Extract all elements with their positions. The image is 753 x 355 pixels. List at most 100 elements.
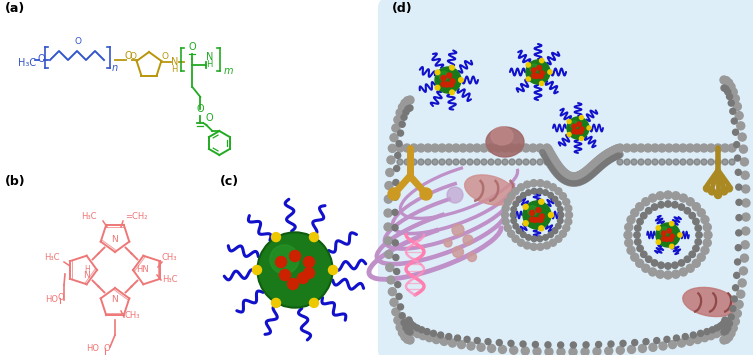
- Circle shape: [437, 332, 444, 338]
- Circle shape: [724, 79, 733, 87]
- Circle shape: [733, 103, 741, 110]
- Circle shape: [673, 335, 679, 341]
- Circle shape: [602, 151, 609, 158]
- Circle shape: [435, 85, 440, 90]
- Circle shape: [656, 270, 664, 278]
- Circle shape: [460, 159, 466, 165]
- Circle shape: [405, 106, 411, 112]
- Circle shape: [581, 348, 589, 355]
- Circle shape: [636, 259, 644, 267]
- Circle shape: [418, 159, 424, 165]
- Circle shape: [571, 181, 576, 186]
- Circle shape: [605, 347, 613, 355]
- Circle shape: [720, 336, 728, 344]
- Circle shape: [508, 230, 514, 237]
- Circle shape: [721, 188, 727, 195]
- Circle shape: [596, 155, 603, 162]
- Circle shape: [526, 235, 532, 240]
- Circle shape: [589, 162, 596, 169]
- Circle shape: [550, 239, 556, 246]
- Circle shape: [447, 73, 452, 78]
- Circle shape: [728, 144, 736, 152]
- Circle shape: [441, 82, 446, 87]
- Circle shape: [568, 173, 575, 180]
- Circle shape: [459, 78, 463, 82]
- Circle shape: [401, 99, 409, 107]
- Ellipse shape: [465, 175, 515, 205]
- Circle shape: [515, 144, 523, 152]
- Circle shape: [560, 168, 568, 175]
- Circle shape: [635, 225, 641, 231]
- Circle shape: [567, 117, 589, 139]
- Circle shape: [494, 144, 502, 152]
- Circle shape: [722, 159, 728, 165]
- Circle shape: [700, 144, 708, 152]
- Circle shape: [512, 235, 519, 242]
- Circle shape: [735, 245, 741, 251]
- Circle shape: [605, 159, 610, 165]
- Circle shape: [598, 164, 603, 170]
- Text: O: O: [129, 52, 136, 61]
- Circle shape: [529, 144, 537, 152]
- Circle shape: [736, 215, 742, 221]
- Circle shape: [577, 171, 584, 178]
- Circle shape: [637, 245, 643, 252]
- Circle shape: [582, 168, 589, 175]
- Circle shape: [738, 133, 746, 141]
- Circle shape: [740, 254, 748, 262]
- Circle shape: [599, 153, 607, 160]
- Circle shape: [649, 343, 657, 351]
- Circle shape: [567, 120, 571, 124]
- Circle shape: [557, 207, 563, 212]
- Circle shape: [559, 177, 566, 182]
- Circle shape: [435, 67, 461, 93]
- Ellipse shape: [683, 288, 737, 317]
- Circle shape: [544, 181, 550, 188]
- Circle shape: [410, 144, 418, 152]
- Circle shape: [544, 242, 550, 249]
- Circle shape: [419, 332, 427, 340]
- Circle shape: [659, 159, 665, 165]
- Circle shape: [575, 180, 580, 186]
- Circle shape: [463, 235, 473, 245]
- Circle shape: [450, 65, 454, 70]
- Circle shape: [591, 171, 596, 176]
- Circle shape: [272, 233, 281, 242]
- Circle shape: [583, 167, 590, 174]
- Circle shape: [487, 344, 495, 353]
- Circle shape: [532, 236, 537, 242]
- Circle shape: [593, 348, 601, 355]
- Circle shape: [595, 157, 602, 163]
- Circle shape: [406, 336, 414, 344]
- Circle shape: [642, 264, 650, 272]
- Circle shape: [684, 256, 691, 262]
- Circle shape: [689, 251, 696, 257]
- Circle shape: [559, 193, 566, 200]
- Circle shape: [658, 144, 666, 152]
- Circle shape: [697, 331, 703, 336]
- Circle shape: [611, 155, 617, 161]
- Circle shape: [474, 159, 480, 165]
- Circle shape: [733, 310, 741, 317]
- Circle shape: [398, 329, 407, 337]
- Circle shape: [401, 320, 407, 326]
- Circle shape: [625, 223, 633, 231]
- Circle shape: [715, 191, 721, 198]
- Circle shape: [742, 213, 750, 221]
- Circle shape: [563, 170, 570, 178]
- Circle shape: [558, 166, 566, 173]
- Circle shape: [695, 239, 702, 245]
- Circle shape: [703, 185, 711, 192]
- Circle shape: [551, 156, 558, 163]
- Circle shape: [396, 323, 404, 331]
- Circle shape: [607, 158, 612, 163]
- Circle shape: [644, 144, 652, 152]
- Circle shape: [664, 271, 672, 279]
- Circle shape: [667, 229, 672, 233]
- Circle shape: [552, 158, 559, 165]
- Circle shape: [559, 167, 566, 174]
- Circle shape: [526, 77, 530, 81]
- Circle shape: [386, 263, 394, 272]
- Circle shape: [552, 228, 558, 234]
- Circle shape: [438, 144, 446, 152]
